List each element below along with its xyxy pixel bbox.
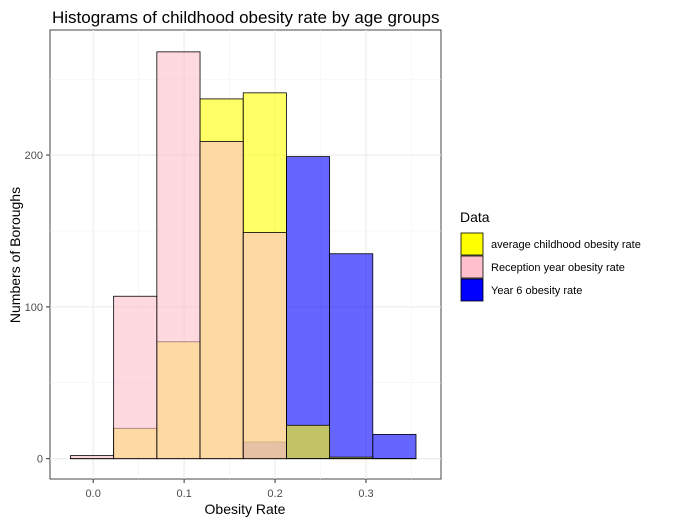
y-axis-title: Numbers of Boroughs bbox=[7, 187, 23, 323]
legend-key bbox=[460, 232, 484, 256]
y-tick-label: 100 bbox=[25, 302, 43, 314]
bar bbox=[156, 51, 201, 460]
bar bbox=[286, 424, 331, 460]
legend-label: Reception year obesity rate bbox=[491, 262, 625, 274]
bar bbox=[286, 156, 331, 460]
legend-key bbox=[460, 278, 484, 302]
x-tick-label: 0.3 bbox=[358, 488, 373, 500]
bar bbox=[372, 433, 417, 460]
x-tick-label: 0.0 bbox=[86, 488, 101, 500]
legend-key bbox=[460, 255, 484, 279]
legend-title: Data bbox=[460, 209, 490, 225]
bar bbox=[329, 253, 374, 460]
y-tick-label: 0 bbox=[37, 454, 43, 466]
legend-label: average childhood obesity rate bbox=[491, 239, 641, 251]
y-tick-label: 200 bbox=[25, 150, 43, 162]
chart-title: Histograms of childhood obesity rate by … bbox=[52, 8, 439, 27]
legend: Data average childhood obesity rate Recep… bbox=[460, 209, 641, 302]
bar bbox=[242, 232, 287, 460]
histogram-bars bbox=[70, 51, 417, 460]
x-axis-title: Obesity Rate bbox=[205, 501, 286, 517]
axes: 0.0 0.1 0.2 0.3 0 100 200 bbox=[25, 150, 374, 500]
legend-label: Year 6 obesity rate bbox=[491, 285, 582, 297]
bar bbox=[199, 141, 244, 460]
x-tick-label: 0.1 bbox=[176, 488, 191, 500]
bar bbox=[70, 455, 115, 460]
x-tick-label: 0.2 bbox=[267, 488, 282, 500]
bar bbox=[113, 295, 158, 460]
